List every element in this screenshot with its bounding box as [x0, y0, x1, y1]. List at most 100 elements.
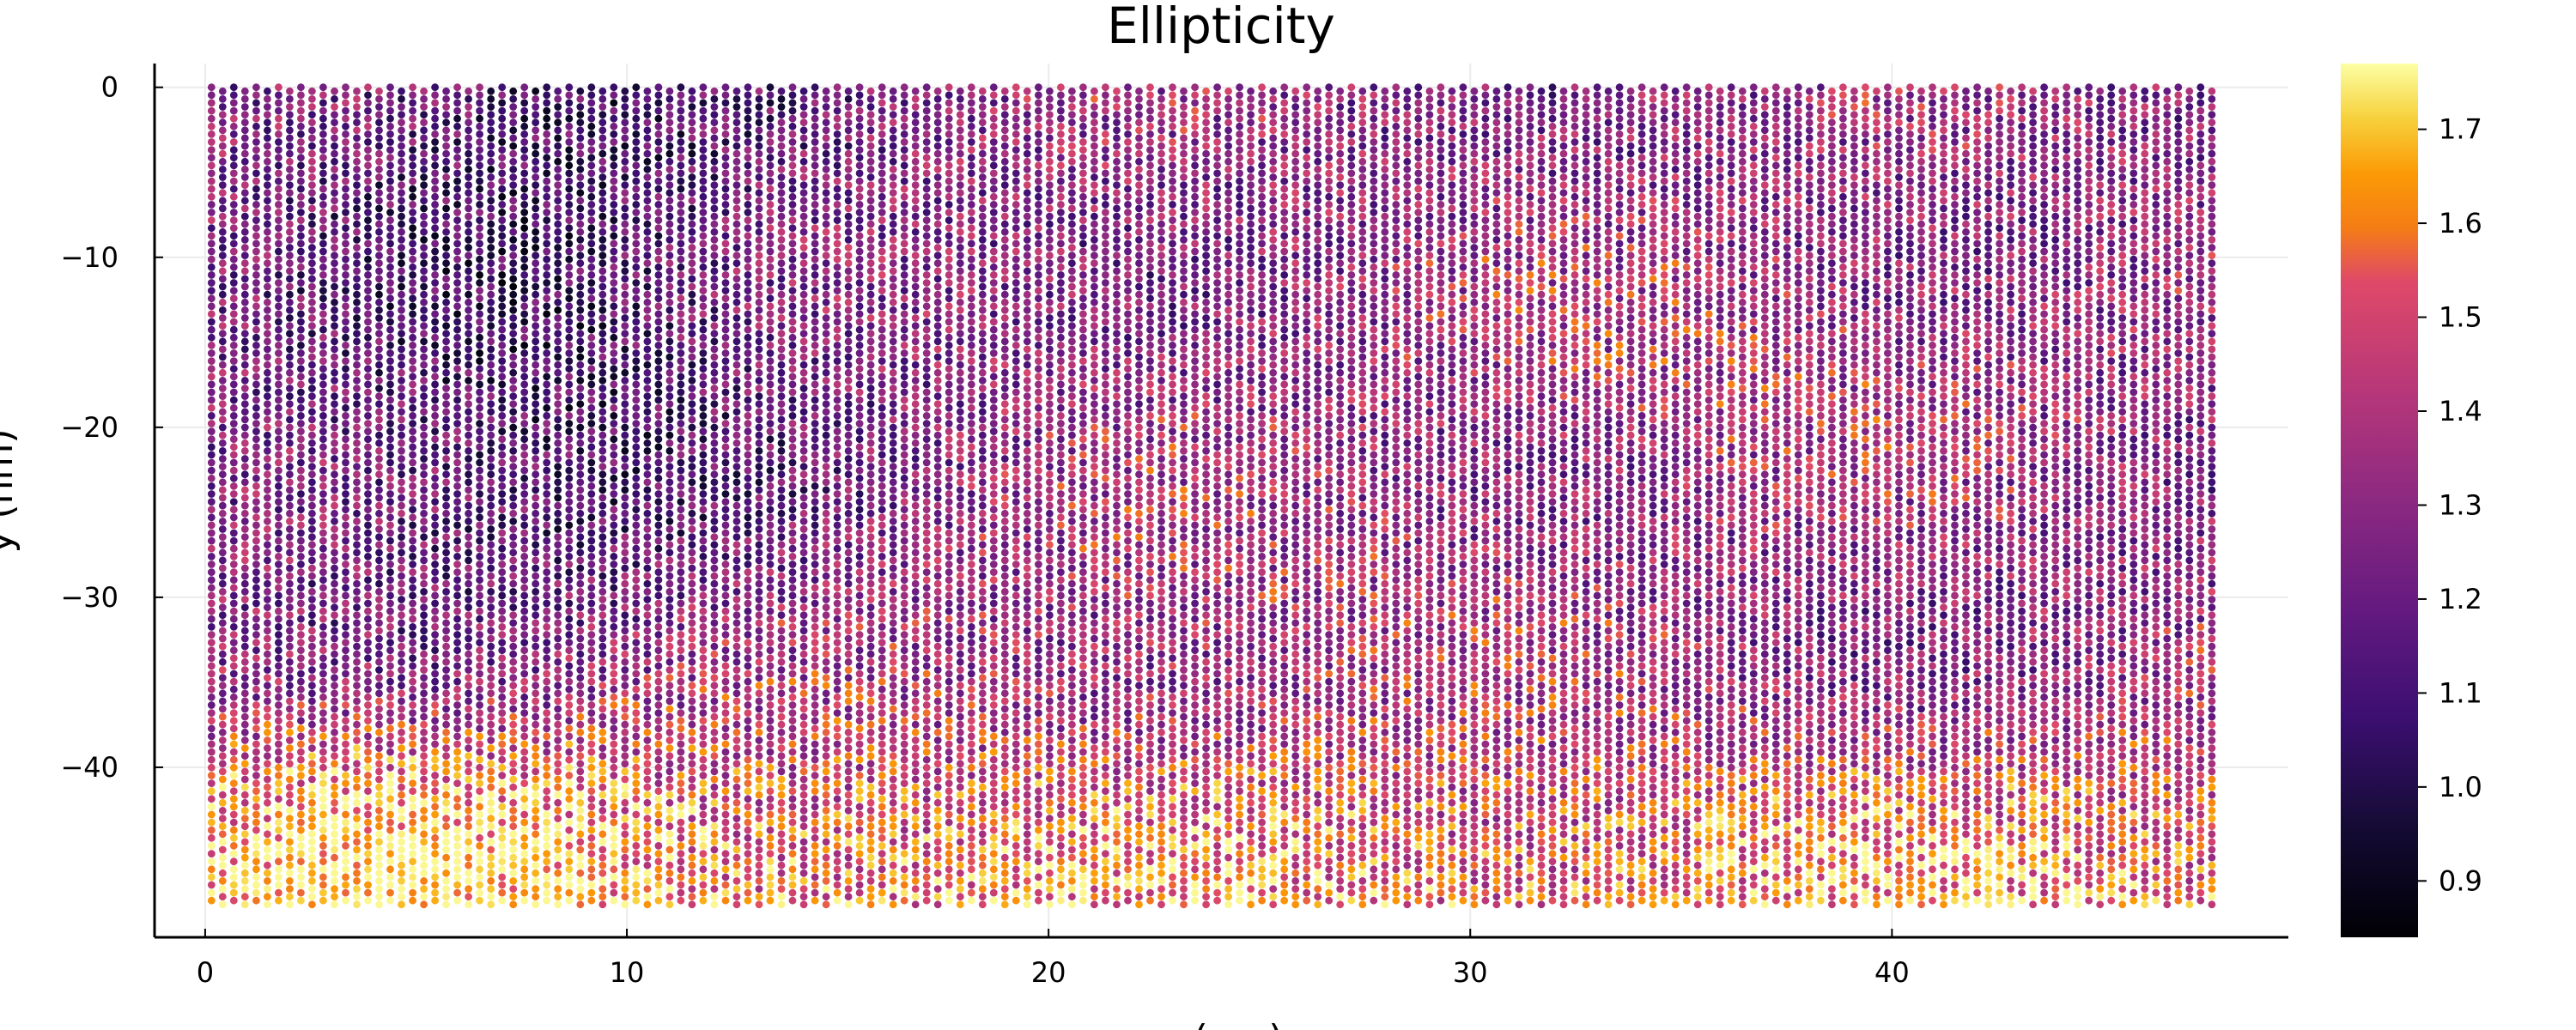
scatter-point: [409, 100, 416, 107]
scatter-point: [264, 244, 271, 251]
scatter-point: [509, 135, 517, 142]
scatter-point: [420, 385, 428, 392]
scatter-point: [532, 283, 539, 291]
scatter-point: [230, 850, 238, 857]
scatter-point: [576, 658, 584, 666]
scatter-point: [275, 811, 283, 819]
scatter-point: [711, 706, 719, 713]
scatter-point: [621, 619, 629, 627]
scatter-point: [655, 709, 663, 717]
scatter-point: [364, 294, 372, 302]
scatter-point: [554, 729, 562, 736]
scatter-point: [621, 729, 629, 736]
scatter-point: [520, 130, 528, 138]
scatter-point: [453, 256, 461, 264]
scatter-point: [621, 111, 629, 118]
scatter-point: [420, 877, 428, 885]
scatter-point: [655, 287, 663, 294]
scatter-point: [677, 123, 685, 130]
scatter-point: [700, 115, 708, 123]
scatter-point: [342, 427, 349, 435]
scatter-point: [733, 158, 741, 166]
scatter-point: [700, 224, 708, 232]
scatter-point: [319, 795, 327, 803]
scatter-point: [409, 349, 416, 357]
scatter-point: [677, 100, 685, 107]
scatter-point: [353, 181, 361, 189]
scatter-point: [319, 334, 327, 342]
scatter-point: [208, 513, 216, 521]
scatter-point: [308, 118, 316, 126]
scatter-point: [275, 287, 283, 294]
scatter-point: [398, 299, 405, 306]
scatter-point: [644, 158, 652, 166]
scatter-point: [689, 839, 696, 846]
scatter-point: [275, 842, 283, 850]
scatter-point: [610, 537, 617, 545]
scatter-point: [711, 900, 719, 908]
scatter-point: [342, 857, 349, 865]
scatter-point: [487, 510, 495, 518]
scatter-point: [520, 302, 528, 310]
scatter-point: [733, 103, 741, 111]
scatter-point: [453, 615, 461, 623]
scatter-point: [453, 318, 461, 326]
scatter-point: [487, 346, 495, 354]
scatter-point: [722, 663, 730, 670]
scatter-point: [700, 161, 708, 169]
scatter-point: [420, 322, 428, 330]
scatter-point: [398, 487, 405, 494]
scatter-point: [230, 334, 238, 342]
plot-area: 0 10 20 30 40 0−10−20−30−40: [60, 64, 2288, 989]
scatter-point: [465, 158, 472, 166]
scatter-point: [252, 733, 260, 741]
scatter-point: [375, 533, 383, 541]
scatter-point: [420, 111, 428, 118]
scatter-point: [587, 170, 595, 178]
scatter-point: [230, 271, 238, 279]
scatter-point: [342, 576, 349, 584]
scatter-point: [576, 408, 584, 415]
scatter-point: [655, 209, 663, 216]
scatter-point: [677, 568, 685, 576]
scatter-point: [252, 842, 260, 850]
scatter-point: [655, 326, 663, 334]
scatter-point: [621, 611, 629, 619]
scatter-point: [286, 674, 294, 682]
scatter-point: [644, 502, 652, 510]
scatter-point: [286, 205, 294, 213]
scatter-point: [331, 799, 338, 807]
scatter-point: [476, 178, 483, 185]
scatter-point: [264, 126, 271, 134]
scatter-point: [598, 111, 606, 118]
scatter-points: [208, 83, 2215, 908]
scatter-point: [386, 404, 394, 412]
scatter-point: [610, 748, 617, 756]
scatter-point: [711, 228, 719, 236]
scatter-point: [420, 862, 428, 869]
scatter-point: [453, 248, 461, 256]
scatter-point: [398, 291, 405, 299]
scatter-point: [554, 494, 562, 502]
scatter-point: [509, 893, 517, 900]
scatter-point: [598, 768, 606, 776]
scatter-point: [543, 443, 550, 451]
scatter-point: [208, 209, 216, 216]
scatter-point: [554, 236, 562, 244]
scatter-point: [465, 470, 472, 478]
scatter-point: [353, 541, 361, 548]
scatter-point: [532, 455, 539, 463]
scatter-point: [587, 123, 595, 130]
scatter-point: [219, 470, 227, 478]
scatter-point: [587, 490, 595, 498]
scatter-point: [700, 686, 708, 694]
scatter-point: [286, 369, 294, 377]
scatter-point: [543, 365, 550, 373]
scatter-point: [453, 631, 461, 639]
scatter-point: [241, 619, 249, 627]
scatter-point: [465, 385, 472, 392]
scatter-point: [442, 244, 450, 251]
scatter-point: [308, 611, 316, 619]
scatter-point: [319, 639, 327, 646]
scatter-point: [587, 764, 595, 772]
